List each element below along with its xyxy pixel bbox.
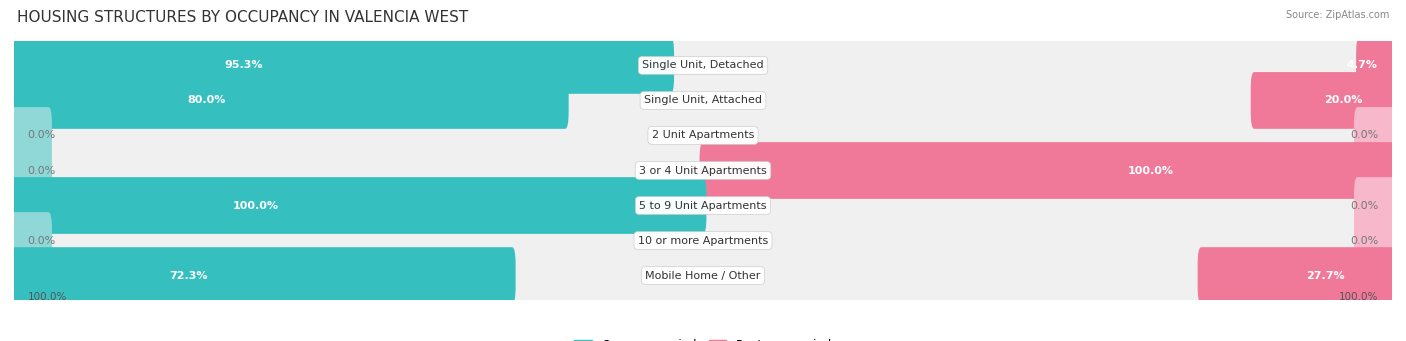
Text: 100.0%: 100.0% xyxy=(28,292,67,302)
FancyBboxPatch shape xyxy=(11,37,673,94)
FancyBboxPatch shape xyxy=(11,212,52,269)
FancyBboxPatch shape xyxy=(1354,212,1395,269)
FancyBboxPatch shape xyxy=(17,68,1389,133)
FancyBboxPatch shape xyxy=(17,243,1389,308)
FancyBboxPatch shape xyxy=(17,138,1389,203)
Text: 0.0%: 0.0% xyxy=(1351,236,1379,246)
Text: 100.0%: 100.0% xyxy=(232,201,278,210)
FancyBboxPatch shape xyxy=(17,173,1389,238)
Legend: Owner-occupied, Renter-occupied: Owner-occupied, Renter-occupied xyxy=(569,335,837,341)
Text: 4.7%: 4.7% xyxy=(1347,60,1378,71)
Text: 100.0%: 100.0% xyxy=(1339,292,1378,302)
Text: 3 or 4 Unit Apartments: 3 or 4 Unit Apartments xyxy=(640,165,766,176)
Text: 27.7%: 27.7% xyxy=(1306,270,1344,281)
Text: Single Unit, Attached: Single Unit, Attached xyxy=(644,95,762,105)
FancyBboxPatch shape xyxy=(17,208,1389,273)
Text: 2 Unit Apartments: 2 Unit Apartments xyxy=(652,131,754,140)
FancyBboxPatch shape xyxy=(11,107,52,164)
Text: 0.0%: 0.0% xyxy=(27,165,55,176)
Text: 0.0%: 0.0% xyxy=(27,131,55,140)
Text: 0.0%: 0.0% xyxy=(1351,201,1379,210)
FancyBboxPatch shape xyxy=(1354,177,1395,234)
FancyBboxPatch shape xyxy=(11,177,706,234)
Text: Source: ZipAtlas.com: Source: ZipAtlas.com xyxy=(1285,10,1389,20)
FancyBboxPatch shape xyxy=(1251,72,1395,129)
FancyBboxPatch shape xyxy=(11,247,516,304)
Text: HOUSING STRUCTURES BY OCCUPANCY IN VALENCIA WEST: HOUSING STRUCTURES BY OCCUPANCY IN VALEN… xyxy=(17,10,468,25)
Text: Mobile Home / Other: Mobile Home / Other xyxy=(645,270,761,281)
FancyBboxPatch shape xyxy=(1354,107,1395,164)
FancyBboxPatch shape xyxy=(17,33,1389,98)
Text: 100.0%: 100.0% xyxy=(1128,165,1174,176)
Text: 0.0%: 0.0% xyxy=(27,236,55,246)
Text: 72.3%: 72.3% xyxy=(169,270,208,281)
FancyBboxPatch shape xyxy=(1357,37,1395,94)
Text: 95.3%: 95.3% xyxy=(225,60,263,71)
Text: 80.0%: 80.0% xyxy=(188,95,226,105)
Text: 10 or more Apartments: 10 or more Apartments xyxy=(638,236,768,246)
FancyBboxPatch shape xyxy=(17,103,1389,168)
FancyBboxPatch shape xyxy=(11,72,568,129)
Text: Single Unit, Detached: Single Unit, Detached xyxy=(643,60,763,71)
Text: 20.0%: 20.0% xyxy=(1324,95,1362,105)
FancyBboxPatch shape xyxy=(11,142,52,199)
FancyBboxPatch shape xyxy=(1198,247,1395,304)
FancyBboxPatch shape xyxy=(700,142,1395,199)
Text: 5 to 9 Unit Apartments: 5 to 9 Unit Apartments xyxy=(640,201,766,210)
Text: 0.0%: 0.0% xyxy=(1351,131,1379,140)
